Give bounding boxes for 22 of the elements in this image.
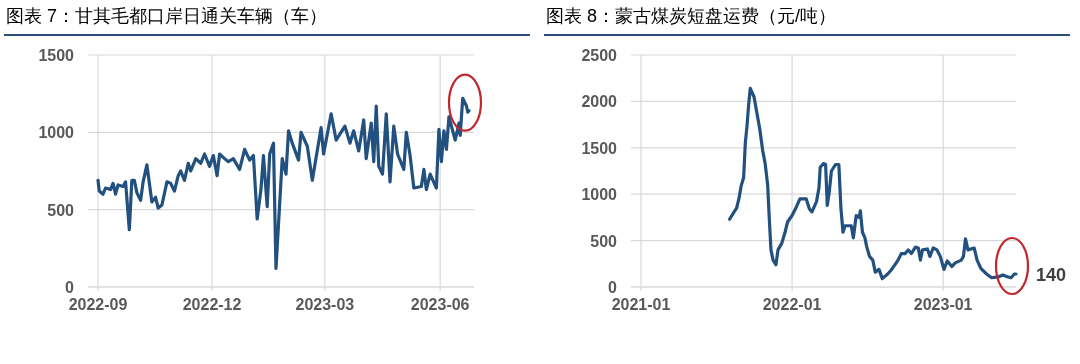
annotation: 140 — [1036, 265, 1067, 286]
y-tick-label: 1500 — [581, 139, 618, 157]
x-tick-label: 2021-01 — [611, 296, 671, 313]
y-tick-label: 2500 — [581, 47, 618, 64]
x-tick-label: 2023-01 — [913, 296, 973, 313]
x-tick-label: 2022-09 — [68, 296, 128, 313]
y-tick-label: 1000 — [581, 186, 618, 204]
chart-title: 图表 7：甘其毛都口岸日通关车辆（车） — [6, 6, 328, 26]
x-tick-label: 2023-03 — [295, 296, 355, 313]
y-tick-label: 1500 — [38, 47, 75, 64]
line-series — [727, 86, 1018, 281]
chart-title: 图表 8：蒙古煤炭短盘运费（元/吨） — [546, 6, 837, 26]
x-tick-label: 2023-06 — [410, 296, 470, 313]
y-tick-label: 0 — [65, 279, 75, 296]
y-tick-label: 1000 — [38, 124, 75, 142]
x-tick-label: 2022-01 — [762, 296, 822, 313]
y-tick-label: 500 — [47, 201, 75, 219]
line-series — [96, 96, 471, 271]
y-tick-label: 500 — [590, 232, 618, 250]
y-tick-label: 2000 — [581, 93, 618, 111]
x-tick-label: 2022-12 — [182, 296, 242, 313]
y-tick-label: 0 — [608, 279, 618, 296]
